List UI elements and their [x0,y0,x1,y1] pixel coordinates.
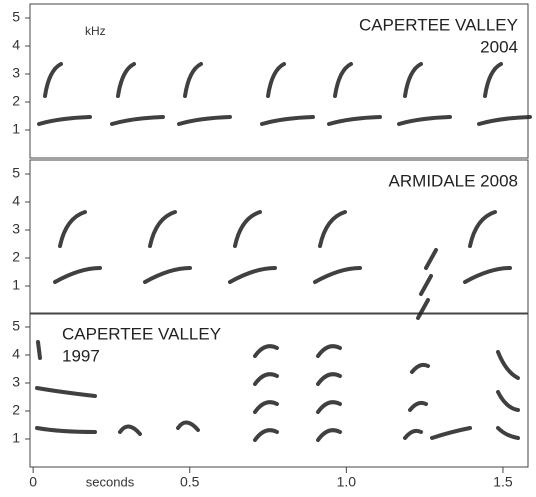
song-trace [477,115,532,126]
song-trace [260,115,315,126]
song-trace [116,62,136,98]
y-tick-label: 5 [12,318,20,334]
song-trace [228,266,277,284]
y-tick-label: 3 [12,65,20,81]
x-tick-label: 1.0 [337,474,357,490]
song-trace [118,424,142,436]
song-trace [318,210,347,248]
song-trace [483,62,503,98]
y-tick-label: 5 [12,165,20,181]
y-tick-label: 4 [12,346,20,362]
y-tick-label: 3 [12,221,20,237]
song-trace [403,428,423,440]
panel-title: CAPERTEE VALLEY [62,324,221,343]
song-trace [416,298,430,320]
y-tick-label: 3 [12,374,20,390]
y-tick-label: 2 [12,93,20,109]
song-trace [316,428,342,442]
song-trace [36,340,42,360]
song-trace [333,62,353,98]
song-trace [313,266,362,284]
song-trace [496,350,520,380]
song-trace [110,115,165,126]
song-trace [143,266,192,284]
song-trace [316,372,342,386]
y-axis-label: kHz [85,24,106,38]
y-tick-label: 1 [12,121,20,137]
song-trace [316,344,342,358]
song-trace [419,274,433,296]
song-trace [176,420,200,432]
panel-frame [29,159,529,315]
song-trace [177,115,232,126]
song-trace [253,372,279,386]
song-trace [253,428,279,442]
song-trace [327,115,382,126]
panel-frame [29,312,529,468]
song-trace [253,400,279,414]
song-trace [496,390,520,412]
song-trace [183,62,203,98]
song-trace [410,362,430,374]
panel-title: 2004 [480,37,518,56]
x-tick-label: 0 [29,474,37,490]
song-trace [58,210,87,248]
song-trace [35,386,97,398]
song-trace [43,62,63,98]
y-tick-label: 1 [12,430,20,446]
panel-frame [29,3,529,159]
song-trace [253,344,279,358]
y-tick-label: 5 [12,9,20,25]
song-trace [316,400,342,414]
song-trace [233,210,262,248]
y-tick-label: 4 [12,193,20,209]
y-tick-label: 4 [12,37,20,53]
song-trace [496,426,520,440]
panel-title: ARMIDALE 2008 [389,171,518,190]
y-tick-label: 2 [12,249,20,265]
song-trace [266,62,286,98]
y-tick-label: 2 [12,402,20,418]
song-trace [148,210,177,248]
song-trace [403,62,423,98]
x-axis-label: seconds [86,474,135,489]
song-trace [35,426,97,434]
x-tick-label: 0.5 [180,474,200,490]
song-trace [468,210,497,248]
song-trace [408,400,428,412]
panel-title: CAPERTEE VALLEY [359,15,518,34]
song-trace [430,426,472,440]
song-trace [424,248,438,270]
song-trace [463,266,512,284]
x-tick-label: 1.5 [493,474,513,490]
panel-title: 1997 [62,346,100,365]
song-trace [53,266,102,284]
song-trace [37,115,92,126]
song-trace [397,115,452,126]
y-tick-label: 1 [12,277,20,293]
